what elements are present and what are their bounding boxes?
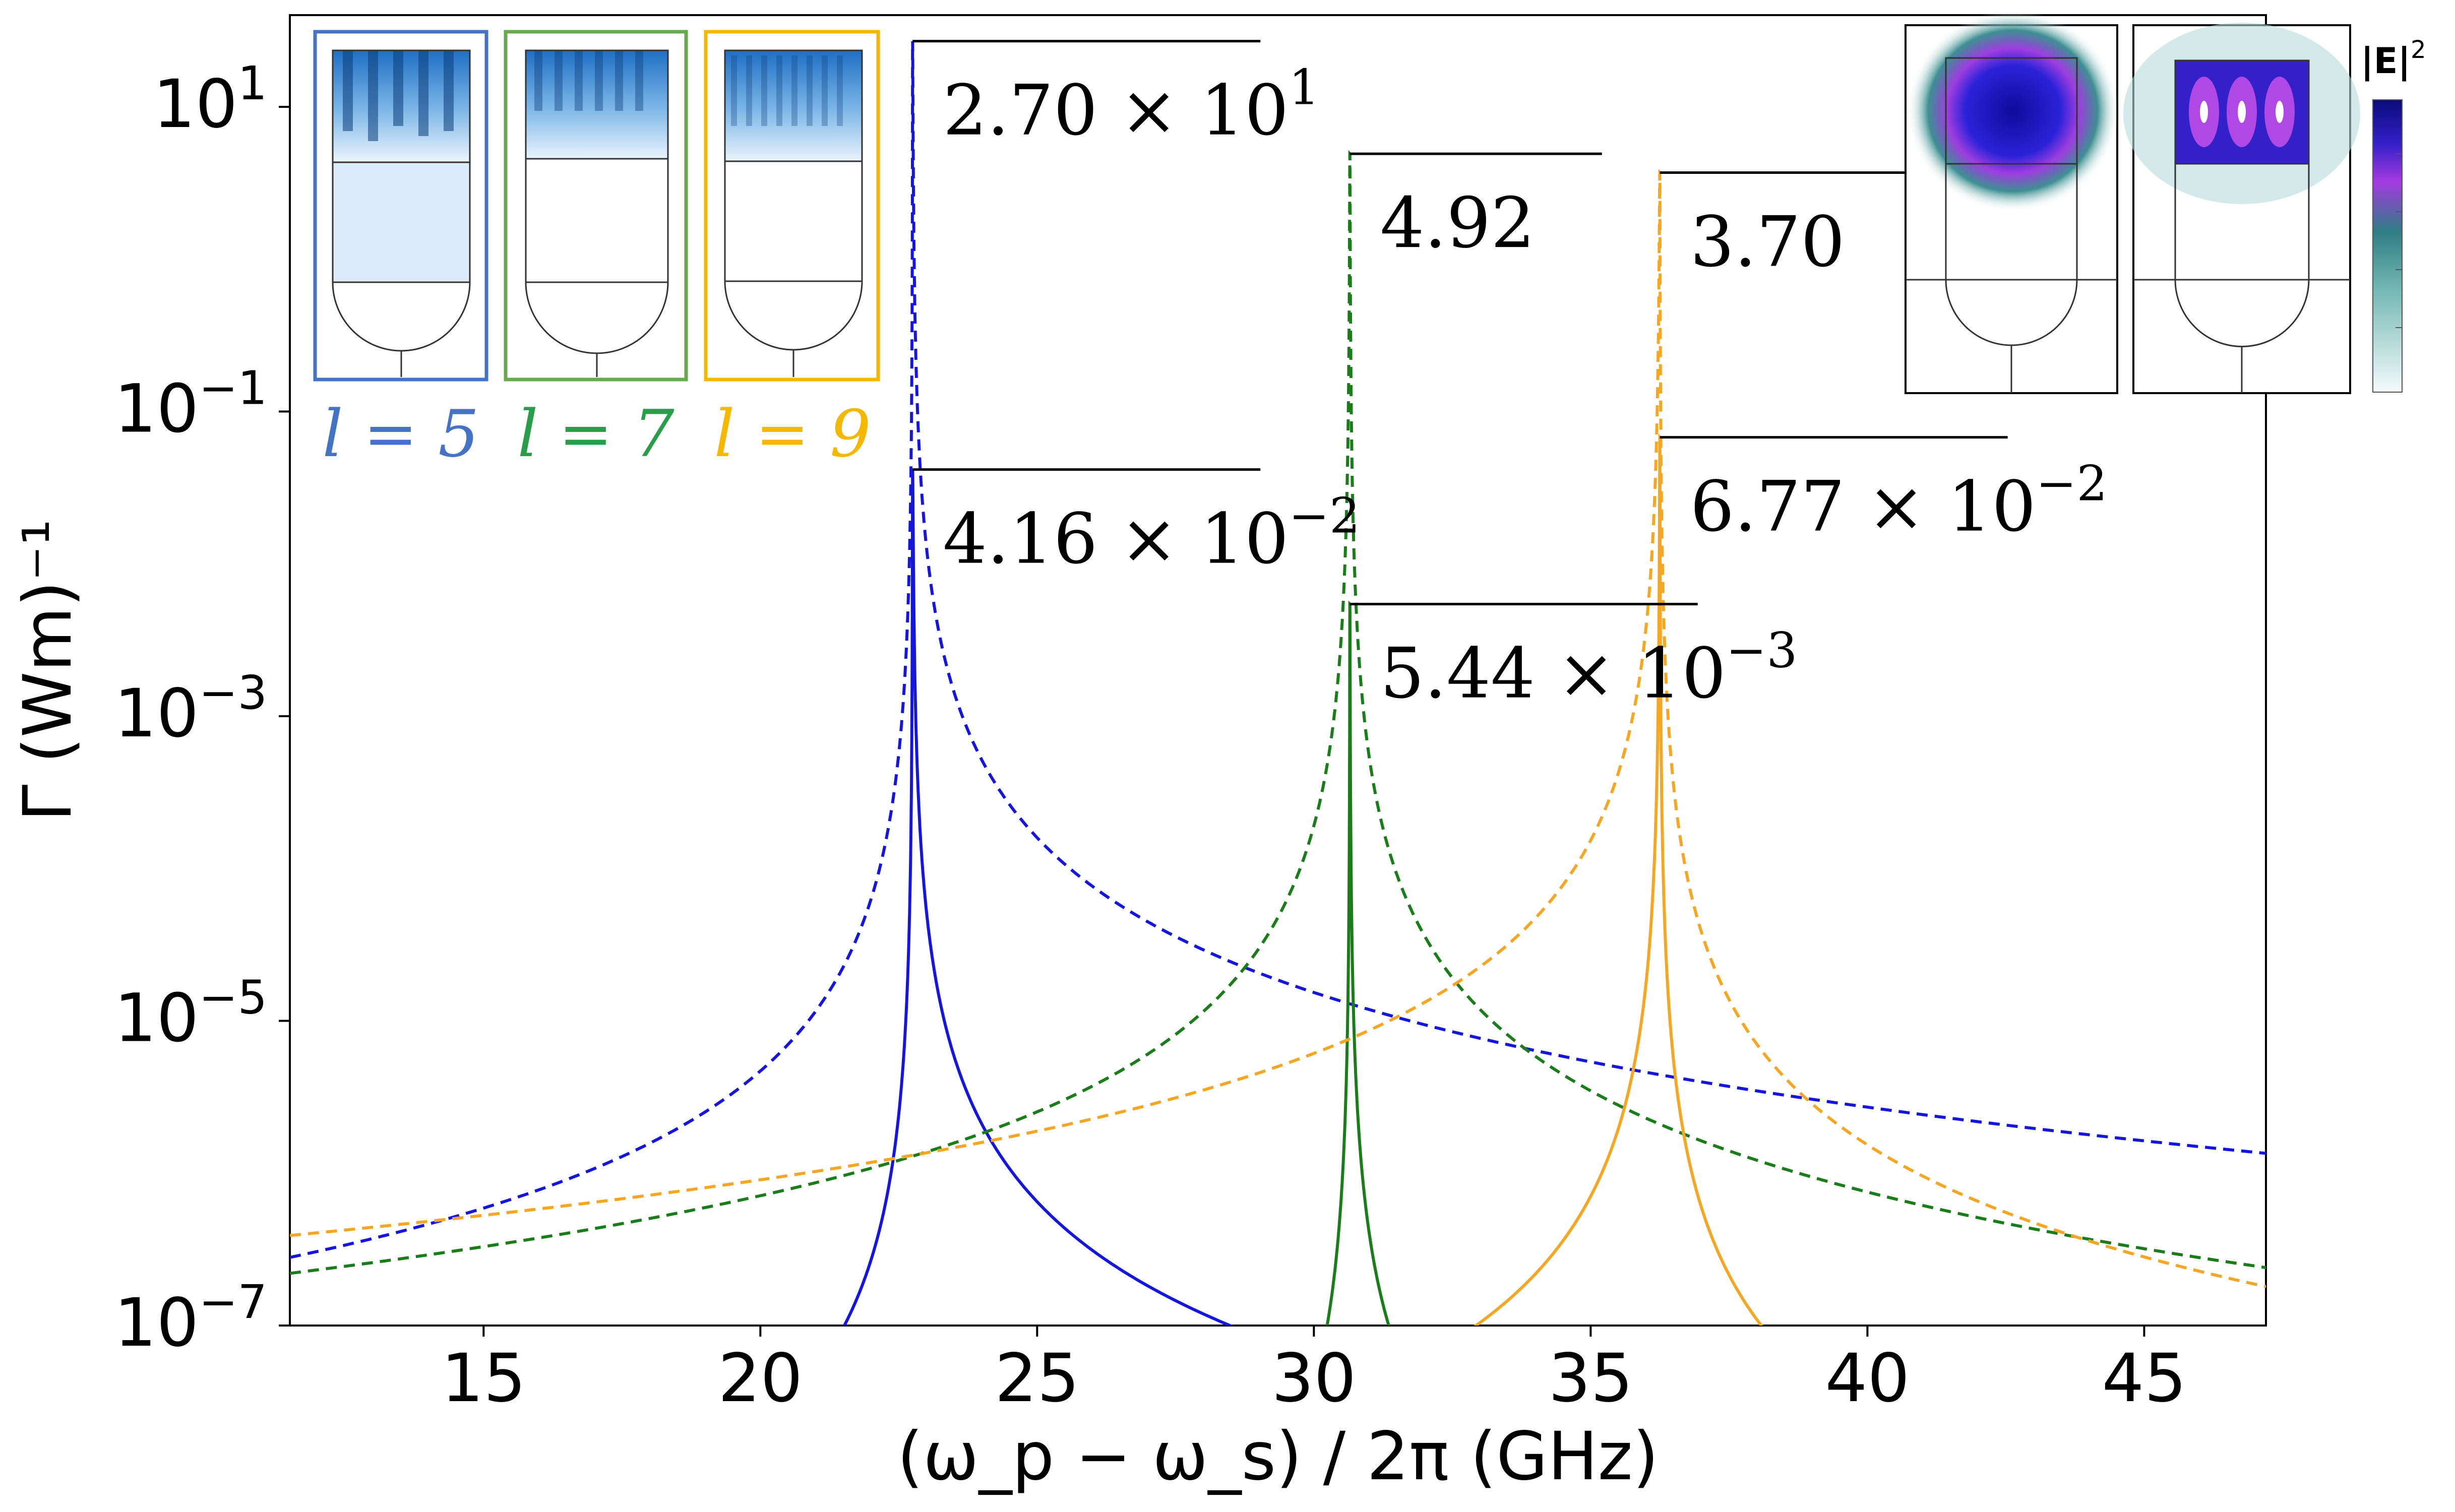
field-intensity-insets: |E|2 [1905, 10, 2426, 394]
x-tick-label: 20 [718, 1340, 803, 1417]
axis-ticks: 15 20 25 30 35 40 45 10−7 10−5 10−3 10−1 101 [114, 56, 2186, 1417]
x-tick-label: 30 [1271, 1340, 1356, 1417]
mode-image-l5 [313, 30, 488, 382]
colorbar-label-exp: 2 [2411, 36, 2426, 64]
peak-annotation-label: 6.77 × 10−2 [1690, 456, 2108, 547]
series-line [290, 41, 2266, 1259]
plot-area [289, 14, 2267, 1327]
series-line [1325, 600, 1390, 1326]
peak-annotation-label: 5.44 × 10−3 [1380, 622, 1798, 714]
peak-annotation-label: 4.92 [1380, 182, 1535, 264]
mode-inset-images [313, 30, 880, 382]
x-tick-label: 15 [441, 1340, 526, 1417]
y-tick-label: 10−7 [114, 1275, 267, 1362]
optical-mode-image [1905, 10, 2119, 394]
peak-annotation-label: 2.70 × 101 [943, 59, 1319, 151]
mode-image-l9 [704, 30, 880, 382]
series-line [290, 150, 2266, 1275]
x-tick-label: 35 [1548, 1340, 1633, 1417]
y-axis-title: Γ (Wm)⁻¹ [9, 519, 87, 822]
mode-label-l7: l = 7 [518, 397, 675, 472]
mode-label-l9: l = 9 [714, 397, 871, 472]
x-tick-label: 45 [2102, 1340, 2186, 1417]
x-tick-label: 25 [995, 1340, 1079, 1417]
peak-annotation-label: 3.70 [1690, 201, 1845, 282]
y-tick-label: 10−3 [114, 666, 267, 752]
x-tick-label: 40 [1825, 1340, 1910, 1417]
y-tick-label: 101 [153, 56, 267, 143]
colorbar-label-base: |E| [2361, 40, 2411, 82]
colorbar [2372, 99, 2403, 393]
acoustic-mode-image [2123, 23, 2360, 394]
colorbar-label: |E|2 [2361, 36, 2426, 82]
peak-annotations: 2.70 × 101 4.16 × 10−2 4.92 5.44 × 10−3 3.70… [912, 40, 2108, 714]
series-line [1473, 433, 1763, 1326]
mode-label-l5: l = 5 [323, 397, 479, 472]
y-tick-label: 10−1 [114, 361, 267, 448]
x-axis-title: (ω_p − ω_s) / 2π (GHz) [897, 1418, 1659, 1495]
y-tick-label: 10−5 [114, 970, 267, 1057]
peak-annotation-label: 4.16 × 10−2 [943, 488, 1360, 580]
mode-image-l7 [504, 30, 688, 382]
series-line [842, 469, 1234, 1326]
